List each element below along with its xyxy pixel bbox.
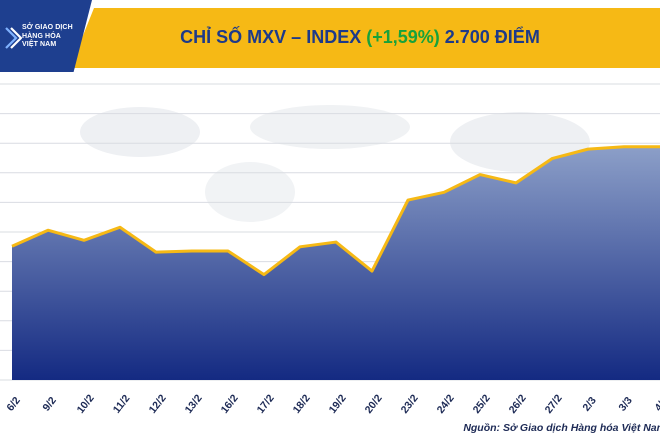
area-fill xyxy=(12,146,660,380)
x-tick-label: 26/2 xyxy=(507,392,529,416)
x-axis-labels: 6/2 9/2 10/2 11/2 12/2 13/2 16/2 17/2 18/2 19/2 20… xyxy=(4,392,660,416)
x-tick-label: 11/2 xyxy=(111,393,133,416)
x-tick-label: 17/2 xyxy=(255,392,277,416)
logo-line-2: HÀNG HÓA xyxy=(22,32,61,40)
x-tick-label: 19/2 xyxy=(327,392,349,416)
source-note: Nguồn: Sở Giao dịch Hàng hóa Việt Nam xyxy=(463,422,660,434)
x-tick-label: 12/2 xyxy=(147,392,169,416)
x-tick-label: 18/2 xyxy=(291,392,313,416)
title-prefix: CHỈ SỐ MXV – INDEX xyxy=(180,27,367,47)
logo-line-1: SỞ GIAO DỊCH xyxy=(22,24,73,31)
header-banner: SỞ GIAO DỊCH HÀNG HÓA VIỆT NAM CHỈ SỐ MX… xyxy=(0,0,660,72)
x-tick-label: 27/2 xyxy=(543,392,565,416)
x-tick-label: 23/2 xyxy=(399,392,421,416)
x-tick-label: 16/2 xyxy=(219,392,241,416)
logo-text: SỞ GIAO DỊCH HÀNG HÓA VIỆT NAM xyxy=(22,24,92,50)
x-tick-label: 2/3 xyxy=(580,395,599,414)
logo-chevron-icon xyxy=(5,27,22,49)
title-change: (+1,59%) xyxy=(366,27,440,47)
x-tick-label: 10/2 xyxy=(75,392,97,416)
chart-title: CHỈ SỐ MXV – INDEX (+1,59%) 2.700 ĐIỂM xyxy=(0,27,660,48)
x-tick-label: 3/3 xyxy=(616,395,635,414)
x-tick-label: 4/3 xyxy=(652,395,660,414)
title-suffix: 2.700 ĐIỂM xyxy=(439,27,540,47)
x-tick-label: 20/2 xyxy=(363,392,385,416)
x-tick-label: 25/2 xyxy=(471,392,493,416)
x-tick-label: 24/2 xyxy=(435,392,457,416)
logo-line-3: VIỆT NAM xyxy=(22,41,57,48)
series-line xyxy=(11,145,660,277)
x-tick-label: 9/2 xyxy=(40,395,59,414)
title-banner xyxy=(70,8,660,68)
mxv-index-chart: 6/2 9/2 10/2 11/2 12/2 13/2 16/2 17/2 18/2 19/2 20… xyxy=(0,83,660,416)
x-tick-label: 13/2 xyxy=(183,392,205,416)
x-tick-label: 6/2 xyxy=(4,395,23,414)
